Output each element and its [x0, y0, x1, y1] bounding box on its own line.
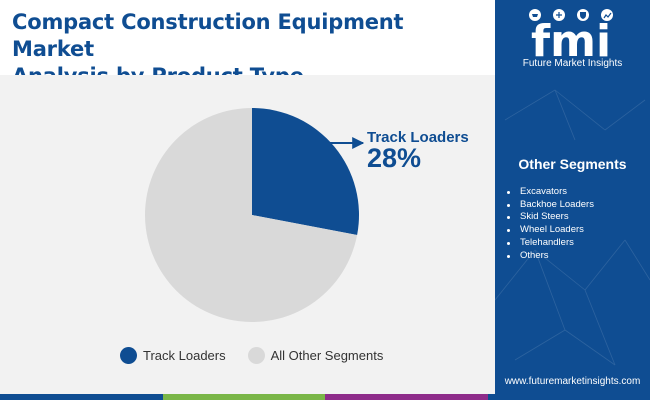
bottom-color-bar	[0, 394, 650, 400]
bottom-bar-segment	[325, 394, 488, 400]
legend-label-other-segments: All Other Segments	[270, 348, 384, 363]
segment-item: Telehandlers	[505, 237, 594, 250]
other-segments-title: Other Segments	[518, 156, 627, 172]
callout-value: 28%	[367, 143, 422, 173]
segment-item: Wheel Loaders	[505, 224, 594, 237]
callout-label: Track Loaders	[367, 129, 469, 146]
chart-title-line1: Compact Construction Equipment Market	[12, 10, 404, 61]
fmi-logo: fmi	[529, 9, 613, 67]
bottom-bar-segment	[487, 394, 650, 400]
bottom-bar-segment	[162, 394, 325, 400]
segment-item: Others	[505, 250, 594, 263]
other-segments-list: Excavators Backhoe Loaders Skid Steers W…	[505, 186, 594, 262]
title-band: Compact Construction Equipment Market An…	[0, 0, 495, 88]
chart-legend: Track Loaders All Other Segments	[120, 347, 405, 364]
segment-item: Backhoe Loaders	[505, 199, 594, 212]
logo-wordmark: fmi	[531, 16, 611, 67]
logo-icon-row	[529, 9, 613, 21]
segment-item: Skid Steers	[505, 211, 594, 224]
legend-label-track-loaders: Track Loaders	[143, 348, 226, 363]
legend-item-track-loaders: Track Loaders	[120, 347, 226, 364]
legend-item-other-segments: All Other Segments	[247, 347, 384, 364]
pie-chart	[144, 108, 365, 322]
legend-swatch-other-segments	[247, 347, 265, 364]
pie-slice-all-other-segments	[144, 108, 358, 322]
legend-swatch-track-loaders	[120, 347, 137, 364]
segment-item: Excavators	[505, 186, 594, 199]
bottom-bar-segment	[0, 394, 163, 400]
sidebar-panel	[495, 0, 650, 400]
logo-caption: Future Market Insights	[522, 58, 623, 69]
website-link[interactable]: www.futuremarketinsights.com	[504, 376, 641, 387]
network-pattern	[495, 89, 650, 366]
pie-slice-track-loaders	[252, 108, 359, 236]
